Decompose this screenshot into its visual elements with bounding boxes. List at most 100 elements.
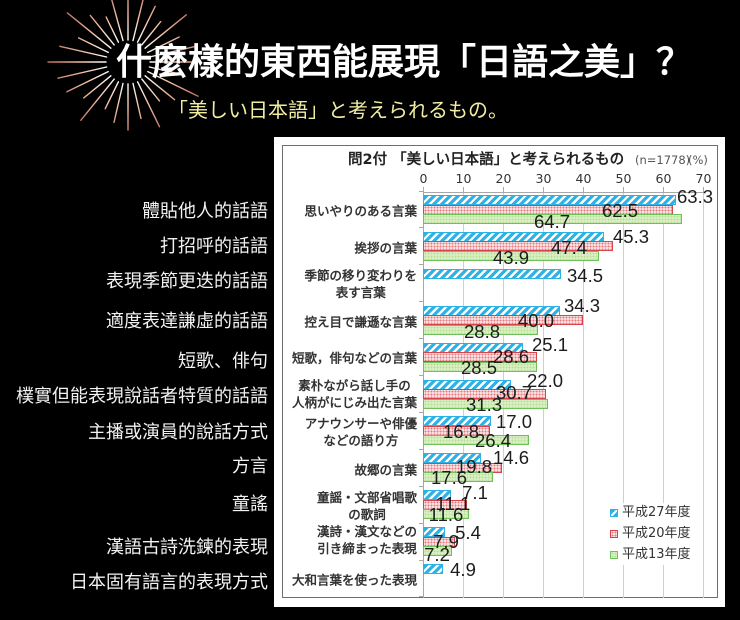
value-label: 45.3 xyxy=(612,226,650,247)
value-label: 34.5 xyxy=(566,265,604,286)
y-axis-tick xyxy=(419,264,424,266)
x-axis-tick xyxy=(663,187,664,193)
bar-h27 xyxy=(423,268,561,279)
value-label: 11.6 xyxy=(428,504,464,525)
value-label: 28.5 xyxy=(460,357,498,378)
category-label: 素朴ながら話し手の 人柄がにじみ出た言葉 xyxy=(291,378,417,410)
category-label: 漢詩・漢文などの 引き締まった表現 xyxy=(316,524,417,556)
value-label: 31.3 xyxy=(465,394,503,415)
value-label: 14.6 xyxy=(492,447,530,468)
value-label: 63.3 xyxy=(676,186,714,207)
x-axis-tick xyxy=(583,187,584,193)
category-label: 控え目で謙遜な言葉 xyxy=(304,314,417,330)
value-label: 7.1 xyxy=(462,482,488,503)
legend-swatch-stripes-icon xyxy=(610,509,618,517)
legend-label: 平成20年度 xyxy=(622,526,691,541)
translation-label: 方言 xyxy=(232,456,268,477)
x-axis-line xyxy=(423,192,704,193)
translation-label: 漢語古詩洗鍊的表現 xyxy=(106,537,268,558)
value-label: 64.7 xyxy=(533,211,571,232)
y-axis-tick xyxy=(419,375,424,376)
sunburst-decoration-icon xyxy=(47,0,199,131)
bar-h13 xyxy=(423,398,549,409)
value-label: 22.0 xyxy=(526,370,564,391)
y-axis-tick xyxy=(419,559,424,561)
value-label: 17.6 xyxy=(430,467,468,488)
y-axis-tick xyxy=(419,596,424,598)
translation-label: 短歌、俳句 xyxy=(178,351,268,372)
bar-h27 xyxy=(423,195,677,205)
category-label: 故郷の言葉 xyxy=(354,462,417,478)
value-label: 62.5 xyxy=(601,200,639,221)
value-label: 40.0 xyxy=(517,310,555,331)
translation-label: 樸實但能表現說話者特質的話語 xyxy=(16,386,268,407)
bar-h13 xyxy=(423,214,682,224)
y-axis-tick xyxy=(419,227,424,229)
legend-swatch-dots-red-icon xyxy=(610,530,618,538)
sample-size-label: (n=1778) xyxy=(635,153,691,167)
bar-h13 xyxy=(423,324,539,335)
x-axis-tick xyxy=(463,187,464,193)
x-axis-tick-label: 10 xyxy=(455,171,472,186)
gridline xyxy=(623,192,624,598)
y-axis-tick xyxy=(419,301,424,303)
value-label: 16.8 xyxy=(442,421,480,442)
legend-item-h13: 平成13年度 xyxy=(610,547,691,563)
value-label: 7.9 xyxy=(433,531,459,552)
value-label: 30.7 xyxy=(495,382,533,403)
translation-label: 打招呼的話語 xyxy=(160,236,268,257)
x-axis-tick-label: 50 xyxy=(615,171,632,186)
legend xyxy=(606,503,692,565)
category-label: 短歌，俳句などの言葉 xyxy=(291,350,417,366)
category-label: 童謡・文部省唱歌 の歌詞 xyxy=(316,490,417,522)
category-label: アナウンサーや俳優 などの語り方 xyxy=(304,416,417,448)
legend-label: 平成27年度 xyxy=(622,505,691,520)
x-axis-tick-label: 60 xyxy=(655,171,672,186)
value-label: 28.8 xyxy=(463,321,501,342)
value-label: 17.0 xyxy=(495,411,533,432)
value-label: 26.4 xyxy=(474,430,512,451)
y-axis-tick xyxy=(419,411,424,413)
x-axis-tick-label: 40 xyxy=(575,171,592,186)
x-axis-tick xyxy=(623,187,624,193)
gridline xyxy=(703,192,704,598)
y-axis-tick xyxy=(419,485,424,487)
value-label: 4.9 xyxy=(450,559,476,580)
gridline xyxy=(583,192,584,598)
value-label: 11.1 xyxy=(435,493,471,514)
y-axis-tick xyxy=(419,190,424,192)
legend-swatch-dots-green-icon xyxy=(610,551,618,559)
bar-h13 xyxy=(423,546,452,557)
bar-h13 xyxy=(423,509,470,520)
bar-h13 xyxy=(423,435,529,446)
x-axis-tick-label: 20 xyxy=(495,171,512,186)
x-axis-tick-label: 30 xyxy=(535,171,552,186)
value-label: 43.9 xyxy=(492,247,530,268)
translation-label: 表現季節更迭的話語 xyxy=(106,271,268,292)
bar-h13 xyxy=(423,472,494,483)
value-label: 7.2 xyxy=(424,544,450,565)
y-axis-tick xyxy=(419,522,424,524)
value-label: 19.8 xyxy=(455,456,493,477)
x-axis-tick xyxy=(423,187,424,193)
legend-label: 平成13年度 xyxy=(622,547,691,562)
category-label: 大和言葉を使った表現 xyxy=(291,572,417,588)
page-title: 什麼樣的東西能展現「日語之美」？ xyxy=(116,41,693,83)
unit-label: (%) xyxy=(688,153,708,167)
gridline xyxy=(663,192,664,598)
bar-h13 xyxy=(423,250,599,261)
x-axis-tick xyxy=(503,187,504,193)
chart-title: 問2付 「美しい日本語」と考えられるもの xyxy=(348,152,625,168)
category-label: 挨拶の言葉 xyxy=(354,240,417,256)
bar-h20 xyxy=(423,315,583,326)
category-label: 季節の移り変わりを 表す言葉 xyxy=(304,268,417,300)
value-label: 5.4 xyxy=(455,522,481,543)
y-axis-tick xyxy=(419,338,424,340)
value-label: 28.6 xyxy=(492,346,530,367)
chart-border xyxy=(282,145,718,598)
translation-label: 適度表達謙虛的話語 xyxy=(106,311,268,332)
x-axis-tick xyxy=(703,187,704,193)
translation-label: 主播或演員的說話方式 xyxy=(88,422,268,443)
value-label: 47.4 xyxy=(550,237,588,258)
translation-label: 日本固有語言的表現方式 xyxy=(70,572,268,593)
